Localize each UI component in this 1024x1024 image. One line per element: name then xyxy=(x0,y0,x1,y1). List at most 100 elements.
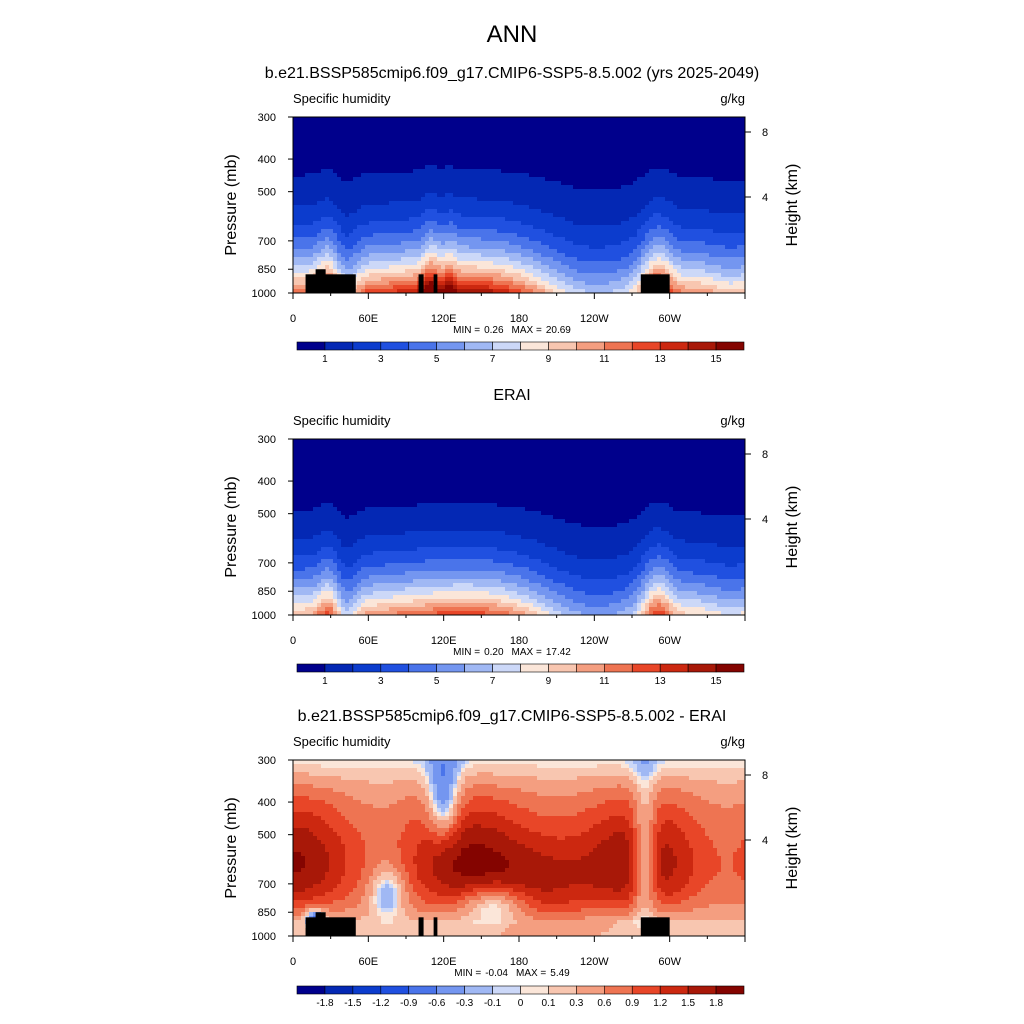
contour-cell xyxy=(365,237,370,242)
contour-cell xyxy=(637,117,642,122)
contour-cell xyxy=(661,233,666,238)
contour-cell xyxy=(741,265,746,270)
contour-cell xyxy=(589,169,594,174)
contour-cell xyxy=(517,209,522,214)
contour-cell xyxy=(373,205,378,210)
contour-cell xyxy=(629,209,634,214)
contour-cell xyxy=(697,193,702,198)
contour-cell xyxy=(405,149,410,154)
contour-cell xyxy=(465,201,470,206)
contour-cell xyxy=(637,145,642,150)
contour-cell xyxy=(493,245,498,250)
contour-cell xyxy=(541,245,546,250)
contour-cell xyxy=(401,281,406,286)
contour-cell xyxy=(365,165,370,170)
contour-cell xyxy=(325,137,330,142)
contour-cell xyxy=(349,237,354,242)
contour-cell xyxy=(449,241,454,246)
contour-cell xyxy=(657,245,662,250)
contour-cell xyxy=(653,157,658,162)
contour-cell xyxy=(293,217,298,222)
contour-cell xyxy=(461,177,466,182)
contour-cell xyxy=(609,217,614,222)
contour-cell xyxy=(533,217,538,222)
contour-cell xyxy=(553,245,558,250)
contour-cell xyxy=(633,217,638,222)
contour-cell xyxy=(717,269,722,274)
contour-cell xyxy=(429,201,434,206)
contour-cell xyxy=(657,141,662,146)
contour-cell xyxy=(625,281,630,286)
contour-cell xyxy=(393,221,398,226)
contour-cell xyxy=(549,157,554,162)
contour-cell xyxy=(457,209,462,214)
contour-cell xyxy=(673,261,678,266)
contour-cell xyxy=(349,193,354,198)
contour-cell xyxy=(673,253,678,258)
contour-cell xyxy=(529,189,534,194)
contour-cell xyxy=(689,229,694,234)
contour-cell xyxy=(713,249,718,254)
contour-cell xyxy=(525,173,530,178)
contour-cell xyxy=(389,169,394,174)
contour-cell xyxy=(741,289,746,294)
contour-cell xyxy=(697,153,702,158)
contour-cell xyxy=(649,165,654,170)
contour-cell xyxy=(629,289,634,294)
contour-cell xyxy=(469,285,474,290)
contour-cell xyxy=(469,229,474,234)
contour-cell xyxy=(297,229,302,234)
contour-cell xyxy=(709,129,714,134)
contour-cell xyxy=(377,213,382,218)
contour-cell xyxy=(713,205,718,210)
contour-cell xyxy=(357,165,362,170)
contour-cell xyxy=(317,181,322,186)
contour-cell xyxy=(661,193,666,198)
contour-cell xyxy=(725,285,730,290)
contour-cell xyxy=(665,213,670,218)
contour-cell xyxy=(525,129,530,134)
contour-cell xyxy=(653,205,658,210)
contour-cell xyxy=(525,289,530,294)
contour-cell xyxy=(621,265,626,270)
contour-cell xyxy=(461,217,466,222)
contour-cell xyxy=(609,133,614,138)
contour-cell xyxy=(305,217,310,222)
contour-cell xyxy=(685,181,690,186)
contour-cell xyxy=(453,225,458,230)
contour-cell xyxy=(637,177,642,182)
contour-cell xyxy=(509,169,514,174)
contour-cell xyxy=(361,153,366,158)
contour-cell xyxy=(301,117,306,122)
contour-cell xyxy=(301,281,306,286)
contour-cell xyxy=(729,145,734,150)
contour-cell xyxy=(425,125,430,130)
contour-cell xyxy=(393,149,398,154)
contour-cell xyxy=(309,145,314,150)
contour-cell xyxy=(309,213,314,218)
contour-cell xyxy=(453,169,458,174)
contour-cell xyxy=(497,149,502,154)
contour-cell xyxy=(473,273,478,278)
contour-cell xyxy=(677,245,682,250)
contour-cell xyxy=(313,261,318,266)
contour-cell xyxy=(529,177,534,182)
contour-cell xyxy=(381,185,386,190)
contour-cell xyxy=(577,169,582,174)
contour-cell xyxy=(529,117,534,122)
contour-cell xyxy=(585,185,590,190)
contour-cell xyxy=(517,265,522,270)
contour-cell xyxy=(477,117,482,122)
contour-cell xyxy=(541,193,546,198)
contour-cell xyxy=(621,189,626,194)
contour-cell xyxy=(737,125,742,130)
contour-cell xyxy=(613,145,618,150)
contour-cell xyxy=(469,133,474,138)
contour-cell xyxy=(621,285,626,290)
contour-cell xyxy=(601,237,606,242)
contour-cell xyxy=(649,241,654,246)
contour-cell xyxy=(365,225,370,230)
contour-cell xyxy=(325,221,330,226)
contour-cell xyxy=(441,209,446,214)
contour-cell xyxy=(649,181,654,186)
